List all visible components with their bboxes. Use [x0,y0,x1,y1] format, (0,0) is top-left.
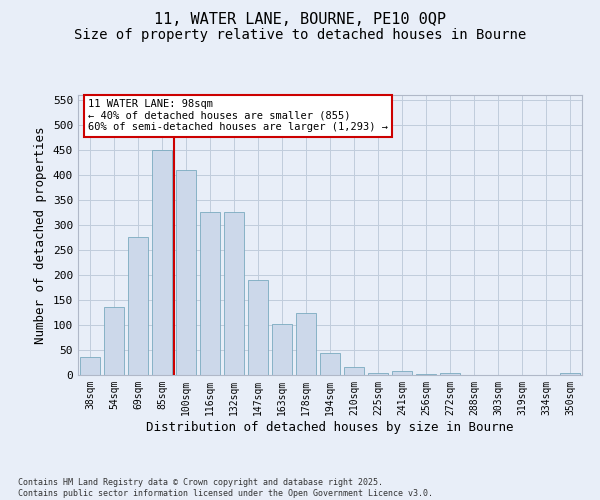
Bar [560,372,580,375]
Bar [104,306,124,375]
Bar [272,324,292,375]
Bar [344,366,364,375]
Bar [368,372,388,375]
Bar [128,236,148,375]
Text: Size of property relative to detached houses in Bourne: Size of property relative to detached ho… [74,28,526,42]
Bar [152,150,172,375]
X-axis label: Distribution of detached houses by size in Bourne: Distribution of detached houses by size … [146,420,514,434]
Bar [416,374,436,375]
Bar [248,280,268,375]
Bar [392,371,412,375]
Y-axis label: Number of detached properties: Number of detached properties [34,126,47,344]
Bar [224,212,244,375]
Text: Contains HM Land Registry data © Crown copyright and database right 2025.
Contai: Contains HM Land Registry data © Crown c… [18,478,433,498]
Bar [320,352,340,375]
Text: 11 WATER LANE: 98sqm
← 40% of detached houses are smaller (855)
60% of semi-deta: 11 WATER LANE: 98sqm ← 40% of detached h… [88,99,388,132]
Bar [80,357,100,375]
Text: 11, WATER LANE, BOURNE, PE10 0QP: 11, WATER LANE, BOURNE, PE10 0QP [154,12,446,28]
Bar [176,170,196,375]
Bar [440,372,460,375]
Bar [296,312,316,375]
Bar [200,212,220,375]
